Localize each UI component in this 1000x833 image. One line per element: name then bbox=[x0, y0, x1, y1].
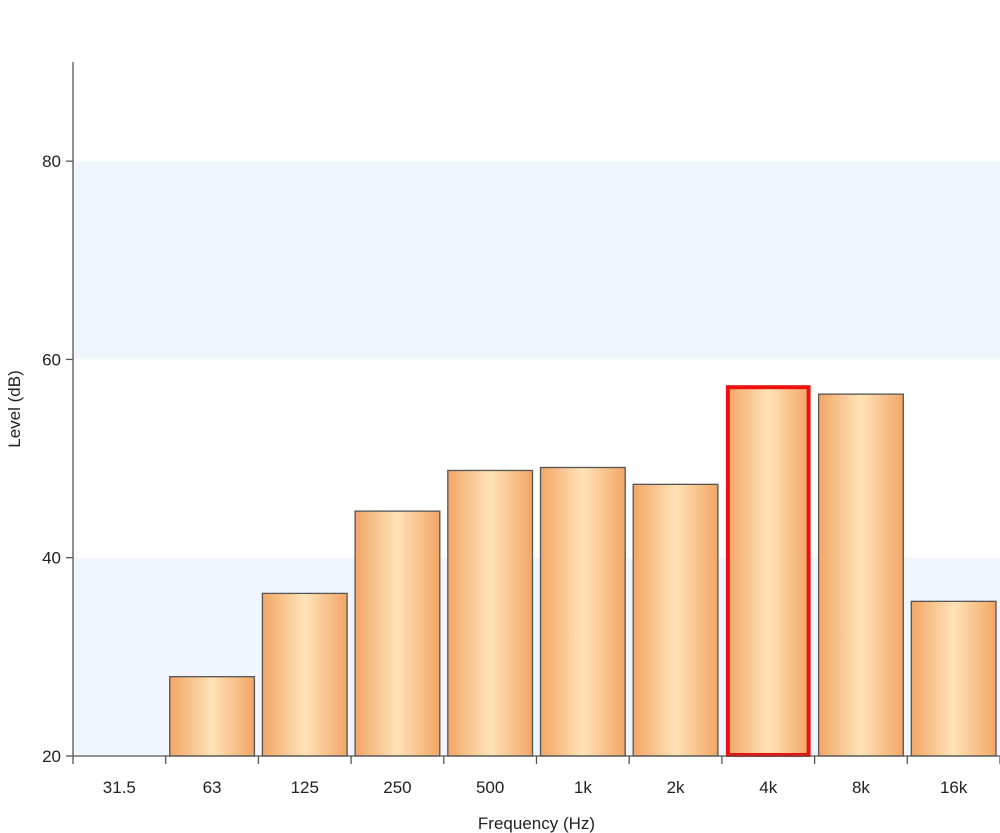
bar-1k bbox=[539, 466, 626, 757]
bar-63 bbox=[169, 676, 256, 757]
x-tick-label-1k: 1k bbox=[574, 778, 592, 797]
y-tick-label-20: 20 bbox=[42, 747, 61, 766]
x-tick-label-250: 250 bbox=[383, 778, 411, 797]
y-tick-label-60: 60 bbox=[42, 350, 61, 369]
tick-labels: 20 40 60 80 31.5 63 125 250 500 1k 2k 4k 8k 16k bbox=[42, 152, 968, 797]
y-tick-label-80: 80 bbox=[42, 152, 61, 171]
x-tick-label-125: 125 bbox=[291, 778, 319, 797]
bar-16k bbox=[910, 600, 997, 757]
shaded-band-1 bbox=[73, 161, 1000, 360]
bar-4k bbox=[725, 385, 811, 757]
y-tick-label-40: 40 bbox=[42, 549, 61, 568]
x-tick-label-2k: 2k bbox=[667, 778, 685, 797]
x-tick-label-63: 63 bbox=[203, 778, 222, 797]
y-axis-label: Level (dB) bbox=[5, 370, 24, 447]
x-axis-label: Frequency (Hz) bbox=[478, 814, 595, 833]
x-tick-label-8k: 8k bbox=[852, 778, 870, 797]
x-tick-label-4k: 4k bbox=[759, 778, 777, 797]
x-tick-label-31.5: 31.5 bbox=[103, 778, 136, 797]
bar-2k bbox=[632, 483, 719, 757]
x-tick-label-16k: 16k bbox=[940, 778, 968, 797]
x-tick-label-500: 500 bbox=[476, 778, 504, 797]
axes bbox=[66, 62, 1000, 764]
bars bbox=[169, 385, 997, 757]
bar-250 bbox=[354, 510, 441, 757]
bar-8k bbox=[817, 393, 904, 757]
bar-125 bbox=[261, 592, 348, 757]
bar-500 bbox=[447, 469, 534, 757]
